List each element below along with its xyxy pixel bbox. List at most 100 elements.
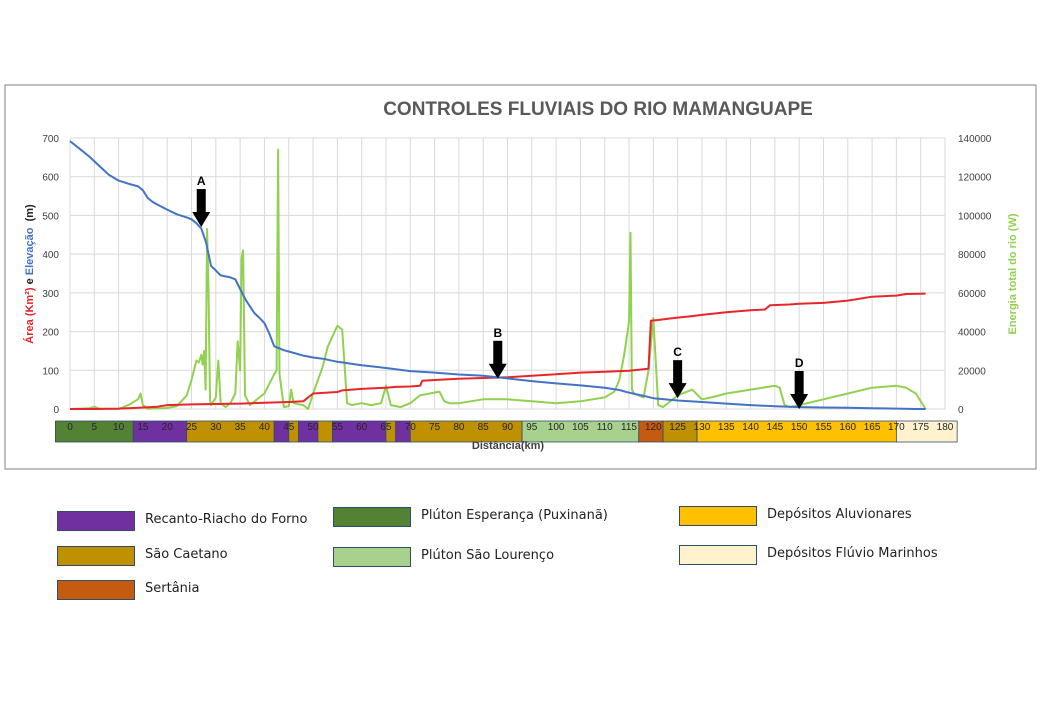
legend-label: Depósitos Aluvionares (767, 507, 912, 522)
y-left-tick-label: 400 (42, 250, 59, 261)
annotation-arrow-a: A (192, 174, 211, 228)
x-tick-label: 70 (405, 422, 417, 433)
x-tick-label: 0 (67, 422, 73, 433)
x-tick-label: 55 (332, 422, 344, 433)
x-tick-label: 35 (235, 422, 247, 433)
x-tick-label: 95 (526, 422, 538, 433)
legend-item-sertania: Sertânia (57, 580, 397, 604)
x-tick-label: 80 (453, 422, 465, 433)
y-left-tick-label: 700 (42, 134, 59, 145)
x-tick-label: 15 (137, 422, 149, 433)
y-right-axis-label: Energia total do rio (W) (1007, 213, 1019, 334)
legend-swatch (679, 545, 757, 565)
y-left-axis-label: Área (Km²) e Elevação (m) (23, 204, 36, 344)
geology-bar (55, 420, 958, 443)
x-tick-label: 115 (621, 422, 637, 433)
y-left-tick-label: 0 (53, 405, 59, 416)
legend-swatch (57, 511, 135, 531)
legend-swatch (57, 546, 135, 566)
x-tick-label: 50 (307, 422, 319, 433)
annotation-arrow-d: D (790, 356, 809, 409)
x-tick-label: 170 (888, 422, 905, 433)
series-lines (69, 140, 927, 410)
legend-item-fluvio_marinhos: Depósitos Flúvio Marinhos (679, 545, 1019, 569)
x-tick-label: 110 (597, 422, 613, 433)
legend-label: Sertânia (145, 581, 200, 596)
geology-segment-fluvio_marinhos (895, 420, 958, 443)
x-tick-label: 105 (572, 422, 589, 433)
y-right-tick-label: 140000 (958, 134, 992, 145)
y-left-label-elevation: Elevação (24, 227, 36, 275)
y-right-tick-label: 40000 (958, 328, 986, 339)
geology-segment-sao_caetano (317, 420, 333, 443)
y-right-tick-label: 20000 (958, 366, 986, 377)
y-left-tick-label: 100 (42, 366, 59, 377)
y-right-tick-label: 0 (958, 405, 964, 416)
annotation-arrow-c: C (668, 345, 687, 399)
legend-label: Plúton Esperança (Puxinanã) (421, 508, 608, 523)
legend-label: Recanto-Riacho do Forno (145, 512, 308, 527)
x-tick-label: 165 (864, 422, 881, 433)
y-right-tick-label: 60000 (958, 289, 986, 300)
annotation-label: C (673, 345, 682, 359)
chart-title: CONTROLES FLUVIAIS DO RIO MAMANGUAPE (383, 99, 813, 120)
chart-frame (4, 84, 1037, 470)
x-tick-label: 5 (92, 422, 98, 433)
x-tick-label: 175 (912, 422, 929, 433)
legend-swatch (333, 507, 411, 527)
annotation-arrow-b: B (488, 326, 507, 379)
x-tick-label: 160 (839, 422, 856, 433)
x-tick-label: 155 (815, 422, 832, 433)
x-tick-label: 140 (742, 422, 759, 433)
y-right-tick-label: 100000 (958, 211, 992, 222)
annotations: A B C D (192, 174, 809, 409)
y-left-tick-label: 600 (42, 173, 59, 184)
x-tick-label: 90 (502, 422, 514, 433)
legend-swatch (57, 580, 135, 600)
y-left-tick-labels: 0 100 200 300 400 500 600 700 (42, 134, 59, 416)
x-tick-label: 65 (380, 422, 392, 433)
x-tick-label: 120 (645, 422, 662, 433)
annotation-label: D (795, 356, 804, 370)
y-left-tick-label: 200 (42, 328, 59, 339)
x-tick-label: 60 (356, 422, 368, 433)
x-tick-label: 85 (478, 422, 490, 433)
y-left-tick-label: 500 (42, 211, 59, 222)
x-tick-label: 125 (669, 422, 686, 433)
y-left-label-area: Área (Km²) (23, 287, 36, 344)
y-left-label-unit: (m) (24, 204, 36, 228)
series-line-energia (69, 148, 927, 410)
y-left-tick-label: 300 (42, 289, 59, 300)
legend-item-sao_caetano: São Caetano (57, 546, 397, 570)
x-tick-label: 75 (429, 422, 441, 433)
x-tick-label: 20 (162, 422, 174, 433)
series-line-elevacao (69, 140, 926, 410)
legend-label: Depósitos Flúvio Marinhos (767, 546, 938, 561)
y-right-tick-labels: 0 20000 40000 60000 80000 100000 120000 140000 (958, 134, 992, 416)
legend-item-recanto: Recanto-Riacho do Forno (57, 511, 397, 535)
x-tick-label: 40 (259, 422, 271, 433)
x-tick-label: 150 (791, 422, 808, 433)
x-tick-label: 100 (548, 422, 565, 433)
legend-label: Plúton São Lourenço (421, 548, 555, 563)
legend-swatch (333, 547, 411, 567)
x-tick-label: 45 (283, 422, 295, 433)
x-tick-label: 145 (767, 422, 784, 433)
x-axis-label: Distância(km) (472, 440, 544, 452)
x-tick-labels: 0 5 10 15 20 25 30 35 40 45 50 55 60 65 70 75 80 85 90 95 10… (67, 422, 954, 433)
x-tick-label: 25 (186, 422, 198, 433)
legend-item-pluton_esperanca: Plúton Esperança (Puxinanã) (333, 507, 673, 531)
legend-item-aluvionares: Depósitos Aluvionares (679, 506, 1019, 530)
legend-label: São Caetano (145, 547, 228, 562)
y-left-label-and: e (24, 275, 36, 287)
legend-swatch (679, 506, 757, 526)
x-tick-label: 180 (937, 422, 954, 433)
y-right-tick-label: 80000 (958, 250, 986, 261)
annotation-label: B (493, 326, 502, 340)
x-tick-label: 10 (113, 422, 125, 433)
legend-item-pluton_sao_lourenco: Plúton São Lourenço (333, 547, 673, 571)
y-right-tick-label: 120000 (958, 173, 992, 184)
annotation-label: A (197, 174, 206, 188)
x-tick-label: 135 (718, 422, 735, 433)
